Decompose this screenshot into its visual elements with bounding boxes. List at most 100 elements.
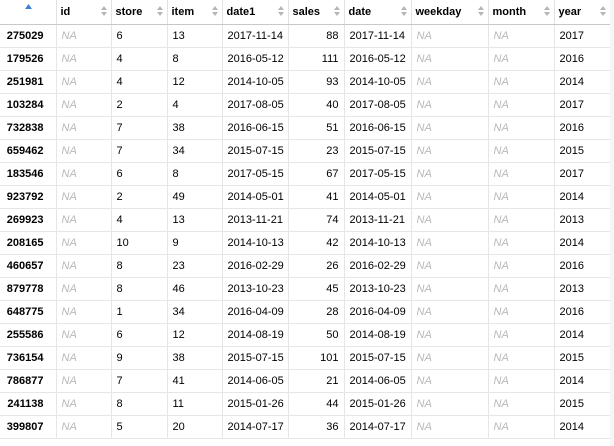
column-header-sales[interactable]: sales xyxy=(288,0,345,25)
row-name: 255586 xyxy=(0,323,57,347)
cell-date: 2014-05-01 xyxy=(344,185,412,209)
cell-sales: 21 xyxy=(288,369,345,393)
cell-date1: 2017-05-15 xyxy=(222,162,289,186)
cell-id: NA xyxy=(56,185,112,209)
column-header-label: store xyxy=(115,6,143,18)
sort-ascending-icon[interactable] xyxy=(24,3,32,18)
column-header-id[interactable]: id xyxy=(56,0,112,25)
cell-item: 12 xyxy=(167,70,223,94)
cell-store: 8 xyxy=(111,277,168,301)
cell-year: 2016 xyxy=(554,300,611,324)
rowname-header[interactable] xyxy=(0,0,57,25)
cell-weekday: NA xyxy=(411,231,489,255)
table-row: 879778 NA 8 46 2013-10-23 45 2013-10-23 NA NA 201… xyxy=(0,277,611,301)
cell-sales: 28 xyxy=(288,300,345,324)
cell-weekday: NA xyxy=(411,369,489,393)
cell-weekday: NA xyxy=(411,300,489,324)
cell-item: 12 xyxy=(167,323,223,347)
sort-toggle-icon[interactable] xyxy=(277,4,284,18)
row-name: 460657 xyxy=(0,254,57,278)
table-row: 269923 NA 4 13 2013-11-21 74 2013-11-21 NA NA 201… xyxy=(0,208,611,232)
cell-store: 1 xyxy=(111,300,168,324)
cell-month: NA xyxy=(488,185,555,209)
cell-store: 5 xyxy=(111,415,168,439)
cell-date: 2016-05-12 xyxy=(344,47,412,71)
row-name: 879778 xyxy=(0,277,57,301)
sort-toggle-icon[interactable] xyxy=(100,4,107,18)
sort-toggle-icon[interactable] xyxy=(543,4,550,18)
cell-year: 2016 xyxy=(554,254,611,278)
cell-weekday: NA xyxy=(411,24,489,48)
sort-toggle-icon[interactable] xyxy=(400,4,407,18)
cell-weekday: NA xyxy=(411,93,489,117)
cell-month: NA xyxy=(488,24,555,48)
cell-date: 2016-06-15 xyxy=(344,116,412,140)
vertical-scrollbar[interactable] xyxy=(610,0,614,446)
cell-sales: 40 xyxy=(288,93,345,117)
column-header-month[interactable]: month xyxy=(488,0,555,25)
cell-month: NA xyxy=(488,231,555,255)
cell-item: 13 xyxy=(167,24,223,48)
table-row: 179526 NA 4 8 2016-05-12 111 2016-05-12 NA NA 201… xyxy=(0,47,611,71)
cell-store: 7 xyxy=(111,116,168,140)
cell-item: 46 xyxy=(167,277,223,301)
cell-id: NA xyxy=(56,231,112,255)
cell-weekday: NA xyxy=(411,323,489,347)
cell-date1: 2014-10-13 xyxy=(222,231,289,255)
cell-id: NA xyxy=(56,254,112,278)
column-header-weekday[interactable]: weekday xyxy=(411,0,489,25)
table-row: 659462 NA 7 34 2015-07-15 23 2015-07-15 NA NA 201… xyxy=(0,139,611,163)
cell-year: 2016 xyxy=(554,116,611,140)
cell-weekday: NA xyxy=(411,47,489,71)
cell-id: NA xyxy=(56,208,112,232)
row-name: 183546 xyxy=(0,162,57,186)
column-header-label: weekday xyxy=(415,6,462,18)
sort-toggle-icon[interactable] xyxy=(333,4,340,18)
sort-toggle-icon[interactable] xyxy=(156,4,163,18)
table-row: 732838 NA 7 38 2016-06-15 51 2016-06-15 NA NA 201… xyxy=(0,116,611,140)
row-name: 732838 xyxy=(0,116,57,140)
cell-date1: 2017-11-14 xyxy=(222,24,289,48)
cell-year: 2017 xyxy=(554,93,611,117)
cell-date: 2014-10-13 xyxy=(344,231,412,255)
cell-sales: 93 xyxy=(288,70,345,94)
cell-year: 2014 xyxy=(554,231,611,255)
cell-month: NA xyxy=(488,323,555,347)
table-row: 399807 NA 5 20 2014-07-17 36 2014-07-17 NA NA 201… xyxy=(0,415,611,439)
cell-year: 2013 xyxy=(554,277,611,301)
sort-toggle-icon[interactable] xyxy=(599,4,606,18)
cell-sales: 111 xyxy=(288,47,345,71)
cell-item: 38 xyxy=(167,116,223,140)
table-row: 736154 NA 9 38 2015-07-15 101 2015-07-15 NA NA 20… xyxy=(0,346,611,370)
cell-month: NA xyxy=(488,93,555,117)
cell-month: NA xyxy=(488,415,555,439)
column-header-date1[interactable]: date1 xyxy=(222,0,289,25)
cell-month: NA xyxy=(488,254,555,278)
cell-year: 2015 xyxy=(554,392,611,416)
cell-date1: 2016-05-12 xyxy=(222,47,289,71)
sort-toggle-icon[interactable] xyxy=(211,4,218,18)
table-row: 460657 NA 8 23 2016-02-29 26 2016-02-29 NA NA 201… xyxy=(0,254,611,278)
cell-sales: 101 xyxy=(288,346,345,370)
cell-item: 9 xyxy=(167,231,223,255)
cell-id: NA xyxy=(56,70,112,94)
cell-year: 2014 xyxy=(554,185,611,209)
table-row: 183546 NA 6 8 2017-05-15 67 2017-05-15 NA NA 2017 xyxy=(0,162,611,186)
table-row: 648775 NA 1 34 2016-04-09 28 2016-04-09 NA NA 201… xyxy=(0,300,611,324)
cell-month: NA xyxy=(488,162,555,186)
cell-date: 2014-07-17 xyxy=(344,415,412,439)
cell-weekday: NA xyxy=(411,254,489,278)
cell-date: 2013-11-21 xyxy=(344,208,412,232)
column-header-date[interactable]: date xyxy=(344,0,412,25)
column-header-label: month xyxy=(492,6,527,18)
column-header-year[interactable]: year xyxy=(554,0,611,25)
column-header-store[interactable]: store xyxy=(111,0,168,25)
cell-date1: 2014-08-19 xyxy=(222,323,289,347)
cell-date1: 2014-06-05 xyxy=(222,369,289,393)
table-row: 275029 NA 6 13 2017-11-14 88 2017-11-14 NA NA 201… xyxy=(0,24,611,48)
column-header-item[interactable]: item xyxy=(167,0,223,25)
row-name: 786877 xyxy=(0,369,57,393)
cell-date1: 2015-07-15 xyxy=(222,346,289,370)
sort-toggle-icon[interactable] xyxy=(477,4,484,18)
cell-sales: 74 xyxy=(288,208,345,232)
